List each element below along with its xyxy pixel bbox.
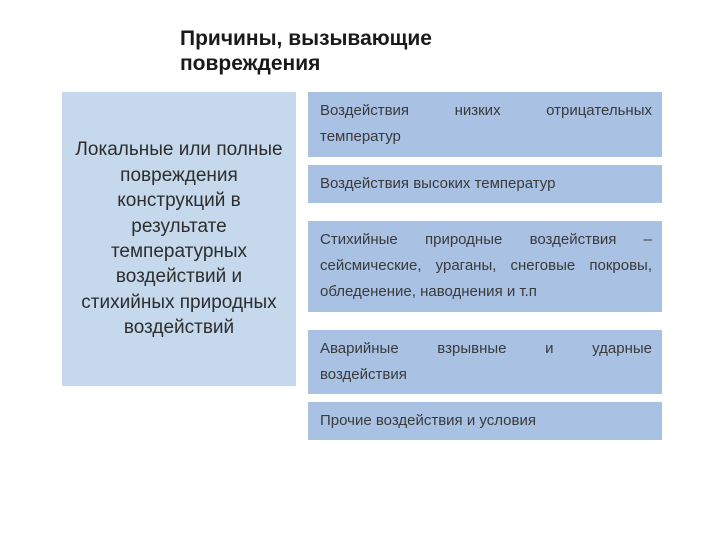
slide-title: Причины, вызывающие повреждения (180, 26, 540, 76)
slide-canvas: Причины, вызывающие повреждения Локальны… (0, 0, 720, 540)
left-summary-panel: Локальные или полные повреждения констру… (62, 92, 296, 386)
cause-item-line2: температур (320, 124, 652, 150)
cause-item-line1: Воздействия низких отрицательных (320, 98, 652, 124)
cause-item-text: Стихийные природные воздействия – сейсми… (320, 231, 652, 301)
cause-item-other: Прочие воздействия и условия (308, 402, 662, 440)
left-summary-text: Локальные или полные повреждения констру… (72, 137, 286, 341)
cause-item-natural: Стихийные природные воздействия – сейсми… (308, 221, 662, 312)
cause-item-line2: воздействия (320, 362, 652, 388)
cause-item-line1: Аварийные взрывные и ударные (320, 336, 652, 362)
right-items-column: Воздействия низких отрицательных темпера… (308, 92, 662, 440)
cause-item-text: Воздействия высоких температур (320, 175, 555, 192)
cause-item-high-temp: Воздействия высоких температур (308, 165, 662, 203)
cause-item-explosive: Аварийные взрывные и ударные воздействия (308, 330, 662, 395)
cause-item-low-temp: Воздействия низких отрицательных темпера… (308, 92, 662, 157)
cause-item-text: Прочие воздействия и условия (320, 412, 536, 429)
